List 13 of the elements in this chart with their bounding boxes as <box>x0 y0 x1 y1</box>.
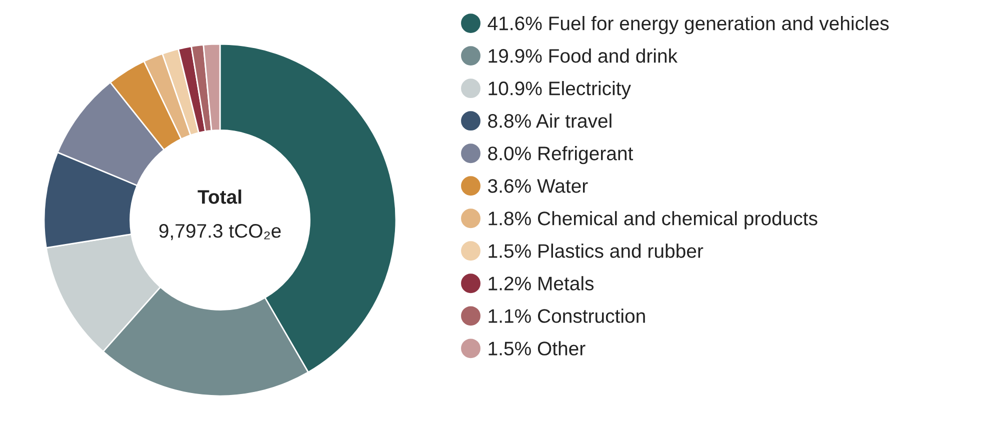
text: 9,797.3 tCO₂e <box>159 224 281 240</box>
legend-label: 1.1% Construction <box>488 308 645 323</box>
legend-label: 8.8% Air travel <box>488 114 612 128</box>
legend-label: 41.6% Fuel for energy generation and vehicles <box>488 16 889 34</box>
legend-label: 1.2% Metals <box>488 276 594 290</box>
legend-label: 19.9% Food and drink <box>488 48 678 63</box>
legend-label: 1.5% Plastics and rubber <box>488 244 704 258</box>
text: Total <box>198 190 242 204</box>
legend-label: 1.5% Other <box>488 341 586 356</box>
legend-label: 10.9% Electricity <box>488 81 631 100</box>
legend-label: 1.8% Chemical and chemical products <box>488 211 818 230</box>
legend-label: 8.0% Refrigerant <box>488 146 634 164</box>
legend-label: 3.6% Water <box>488 179 588 193</box>
